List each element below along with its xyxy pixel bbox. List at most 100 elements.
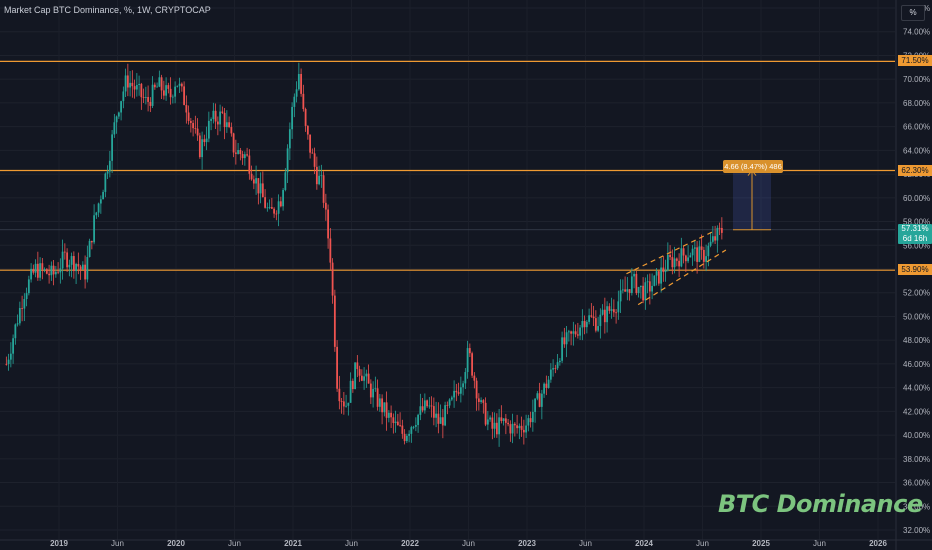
candle-body: [702, 249, 705, 262]
candle-body: [507, 422, 509, 425]
candle-body: [297, 74, 300, 90]
wedge-line-upper[interactable]: [626, 230, 715, 275]
candle-body: [581, 320, 584, 328]
candle-body: [648, 281, 651, 292]
candle-body: [358, 369, 361, 376]
candle-body: [293, 96, 296, 107]
candle-body: [324, 202, 327, 210]
candle-body: [376, 388, 379, 407]
candle-body: [36, 263, 39, 278]
candle-body: [468, 348, 471, 354]
candle-body: [356, 362, 359, 370]
candle-body: [678, 260, 680, 267]
candle-body: [102, 191, 104, 200]
candle-body: [268, 207, 271, 208]
candle-body: [16, 323, 19, 325]
candle-body: [624, 289, 626, 292]
x-tick-label: 2024: [635, 539, 653, 548]
candle-body: [709, 241, 712, 246]
candle-body: [405, 435, 408, 442]
candle-body: [421, 406, 424, 411]
candle-body: [509, 424, 512, 434]
candle-body: [113, 122, 116, 135]
candle-body: [448, 399, 451, 406]
candle-body: [691, 248, 694, 256]
candle-body: [167, 85, 170, 89]
candle-body: [347, 402, 350, 406]
candle-body: [637, 287, 640, 294]
candle-body: [228, 122, 230, 128]
candle-body: [120, 101, 122, 113]
candle-body: [34, 263, 37, 273]
level-tag-low: 53.90%: [898, 264, 932, 276]
candle-body: [158, 77, 161, 87]
candle-body: [635, 273, 638, 294]
candle-body: [196, 128, 199, 136]
candle-body: [309, 134, 311, 153]
candle-body: [277, 201, 280, 214]
candle-body: [354, 362, 356, 390]
candle-body: [633, 273, 635, 277]
candle-body: [646, 281, 649, 283]
candle-body: [336, 346, 338, 389]
candle-body: [525, 425, 527, 433]
candle-body: [644, 282, 647, 301]
candle-body: [367, 373, 370, 384]
candle-body: [59, 268, 62, 273]
candle-body: [673, 258, 676, 268]
candle-body: [516, 425, 518, 429]
candle-body: [111, 134, 113, 161]
candle-body: [27, 279, 30, 294]
candle-body: [306, 125, 309, 135]
candle-body: [41, 263, 44, 270]
measure-tool[interactable]: [733, 169, 771, 231]
y-tick-label: 58.00%: [903, 218, 930, 227]
candle-body: [18, 308, 21, 324]
candle-body: [682, 248, 685, 256]
candle-body: [12, 338, 14, 354]
candle-body: [484, 402, 487, 425]
candle-body: [216, 121, 219, 125]
x-tick-label: 2020: [167, 539, 185, 548]
candle-body: [261, 183, 264, 198]
candle-body: [84, 264, 86, 280]
candle-body: [419, 406, 422, 415]
candle-body: [390, 412, 392, 418]
chart-title: Market Cap BTC Dominance, %, 1W, CRYPTOC…: [4, 5, 211, 15]
candle-body: [207, 120, 210, 139]
candle-body: [579, 327, 581, 336]
candle-body: [513, 423, 516, 426]
candle-body: [124, 75, 127, 92]
candle-body: [54, 271, 57, 275]
candle-body: [430, 405, 433, 407]
candle-body: [687, 257, 689, 262]
candle-body: [558, 360, 561, 363]
candle-body: [32, 268, 35, 273]
candle-body: [295, 89, 298, 97]
candle-body: [538, 393, 541, 407]
candle-body: [142, 97, 145, 98]
candle-body: [234, 152, 237, 154]
candle-body: [342, 401, 345, 407]
x-tick-label: Jun: [813, 539, 826, 548]
candle-body: [219, 111, 221, 125]
x-tick-label: Jun: [696, 539, 709, 548]
candle-body: [302, 93, 305, 110]
unit-button[interactable]: %: [901, 5, 925, 21]
candle-body: [660, 267, 662, 284]
candle-body: [619, 290, 622, 302]
candle-body: [160, 77, 163, 91]
candle-body: [25, 293, 28, 300]
y-tick-label: 42.00%: [903, 407, 930, 416]
y-tick-label: 68.00%: [903, 99, 930, 108]
candle-body: [716, 227, 719, 241]
candle-body: [718, 227, 721, 229]
candle-body: [684, 255, 687, 262]
candle-body: [304, 109, 307, 126]
candle-body: [394, 421, 397, 423]
candle-body: [117, 112, 120, 117]
candle-body: [520, 425, 523, 430]
candle-body: [140, 83, 143, 98]
candle-body: [475, 380, 478, 399]
